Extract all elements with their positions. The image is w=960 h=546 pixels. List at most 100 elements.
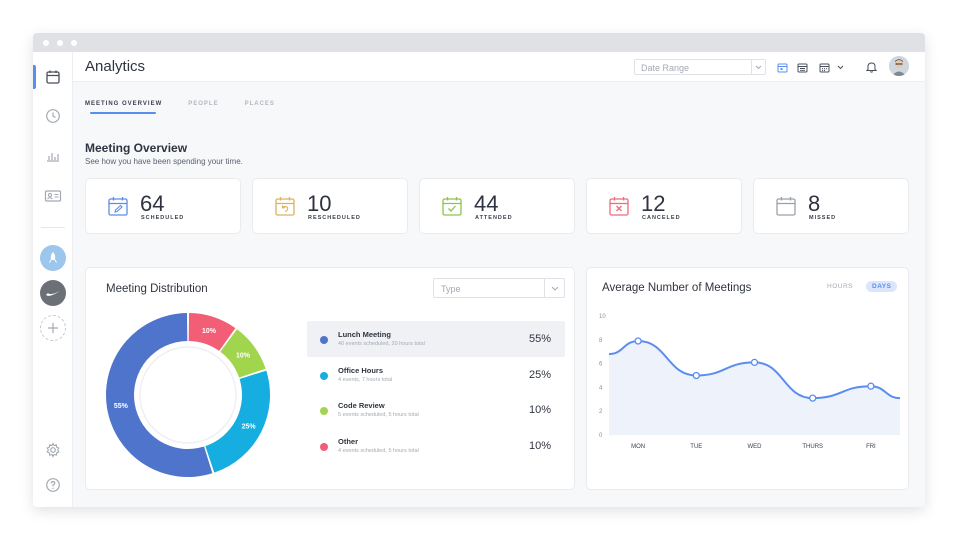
meeting-distribution-panel: Meeting Distribution Type 10% 10% 25% 55% L… (85, 267, 575, 490)
stat-card-attended[interactable]: 44 ATTENDED (419, 178, 575, 234)
toggle-hours[interactable]: HOURS (827, 283, 853, 290)
line-chart: 10 8 6 4 2 0 MON TUE WED THURS FRI (599, 314, 901, 450)
section-subtitle: See how you have been spending your time… (85, 157, 243, 166)
donut-slice-label: 10% (202, 328, 217, 335)
data-point[interactable] (809, 394, 817, 402)
legend-dot (320, 443, 328, 451)
stat-value: 44 (474, 191, 499, 216)
sidebar (33, 52, 73, 507)
legend-item-lunch-meeting[interactable]: Lunch Meeting 40 events scheduled, 20 ho… (307, 321, 565, 357)
legend-name: Lunch Meeting (338, 330, 391, 339)
donut-slice[interactable] (105, 313, 213, 477)
stat-label: MISSED (809, 215, 837, 221)
legend-dot (320, 372, 328, 380)
help-icon[interactable] (43, 475, 63, 495)
gear-icon[interactable] (43, 440, 63, 460)
swoosh-app-icon[interactable] (40, 280, 66, 306)
calendar-month-icon[interactable] (817, 60, 831, 74)
page-title: Analytics (85, 58, 146, 75)
window-dot-close[interactable] (43, 39, 49, 46)
contact-card-icon[interactable] (43, 186, 63, 206)
data-point[interactable] (867, 382, 875, 390)
y-tick-label: 10 (599, 314, 606, 320)
stat-label: CANCELED (642, 215, 681, 221)
stat-label: RESCHEDULED (308, 215, 361, 221)
calendar-week-icon[interactable] (795, 60, 809, 74)
y-tick-label: 8 (599, 338, 603, 344)
donut-slice[interactable] (205, 370, 270, 473)
data-point[interactable] (634, 337, 642, 345)
donut-slice[interactable] (188, 313, 236, 351)
type-select[interactable]: Type (433, 278, 565, 298)
panel-title: Meeting Distribution (106, 283, 208, 295)
legend-percent: 55% (528, 333, 551, 345)
area-fill (609, 340, 900, 435)
window-dot-maximize[interactable] (71, 39, 77, 46)
legend-sub: 5 events scheduled, 5 hours total (338, 412, 419, 418)
clock-icon[interactable] (43, 106, 63, 126)
active-tab-underline (90, 112, 156, 114)
data-point[interactable] (692, 371, 700, 380)
calendar-blank-icon (776, 197, 796, 216)
window-dot-minimize[interactable] (57, 39, 63, 46)
calendar-icon[interactable] (43, 67, 63, 87)
legend-item-code-review[interactable]: Code Review 5 events scheduled, 5 hours … (307, 392, 565, 428)
x-tick-label: MON (631, 444, 645, 450)
type-placeholder: Type (441, 284, 461, 294)
donut-chart: 10% 10% 25% 55% (105, 313, 270, 477)
legend-item-office-hours[interactable]: Office Hours 4 events, 7 hours total 25% (307, 357, 565, 393)
date-range-select[interactable]: Date Range (634, 59, 766, 75)
y-tick-label: 0 (599, 433, 603, 439)
donut-slice-label: 55% (114, 403, 129, 410)
calendar-day-icon[interactable] (775, 60, 789, 74)
bar-chart-icon[interactable] (43, 146, 63, 166)
chevron-down-icon (544, 279, 564, 297)
avatar[interactable] (889, 56, 909, 76)
legend-percent: 10% (528, 404, 551, 416)
tab-people[interactable]: PEOPLE (188, 101, 219, 107)
x-tick-label: TUE (690, 444, 702, 450)
legend-item-other[interactable]: Other 4 events scheduled, 5 hours total … (307, 428, 565, 464)
toggle-days[interactable]: DAYS (866, 281, 898, 292)
panel-title: Average Number of Meetings (602, 282, 752, 294)
stat-value: 64 (140, 191, 165, 216)
tab-meeting-overview[interactable]: MEETING OVERVIEW (85, 101, 163, 107)
stat-label: SCHEDULED (141, 215, 185, 221)
legend-name: Code Review (338, 401, 385, 410)
bell-icon[interactable] (864, 60, 878, 74)
stat-value: 8 (808, 191, 821, 216)
legend-dot (320, 336, 328, 344)
donut-slice-label: 10% (236, 353, 251, 360)
chevron-down-icon (751, 60, 765, 74)
legend-percent: 25% (528, 369, 551, 381)
add-app-icon[interactable] (40, 315, 66, 341)
sidebar-divider (41, 227, 65, 228)
rocket-app-icon[interactable] (40, 245, 66, 271)
y-tick-label: 6 (599, 362, 603, 368)
stat-label: ATTENDED (475, 215, 513, 221)
sidebar-active-indicator (33, 65, 36, 89)
y-tick-label: 4 (599, 385, 603, 391)
stat-card-canceled[interactable]: 12 CANCELED (586, 178, 742, 234)
x-tick-label: THURS (802, 444, 823, 450)
stat-card-missed[interactable]: 8 MISSED (753, 178, 909, 234)
legend-sub: 4 events, 7 hours total (338, 377, 393, 383)
data-point[interactable] (750, 358, 759, 367)
stat-value: 10 (307, 191, 332, 216)
tab-bar: MEETING OVERVIEW PEOPLE PLACES (85, 101, 275, 107)
chevron-down-icon[interactable] (833, 60, 847, 74)
donut-slice[interactable] (220, 329, 266, 378)
legend-name: Other (338, 437, 359, 446)
stat-card-scheduled[interactable]: 64 SCHEDULED (85, 178, 241, 234)
legend-sub: 4 events scheduled, 5 hours total (338, 448, 419, 454)
date-range-placeholder: Date Range (641, 63, 690, 73)
calendar-x-icon (609, 197, 629, 216)
app-window: Analytics Date Range MEETING OVERVIEW PE… (33, 33, 925, 507)
legend-name: Office Hours (338, 366, 384, 375)
tab-places[interactable]: PLACES (244, 101, 275, 107)
stat-value: 12 (641, 191, 666, 216)
y-tick-label: 2 (599, 409, 603, 415)
donut-inner-ring (139, 346, 237, 444)
top-bar: Analytics Date Range (73, 52, 925, 82)
stat-card-rescheduled[interactable]: 10 RESCHEDULED (252, 178, 408, 234)
